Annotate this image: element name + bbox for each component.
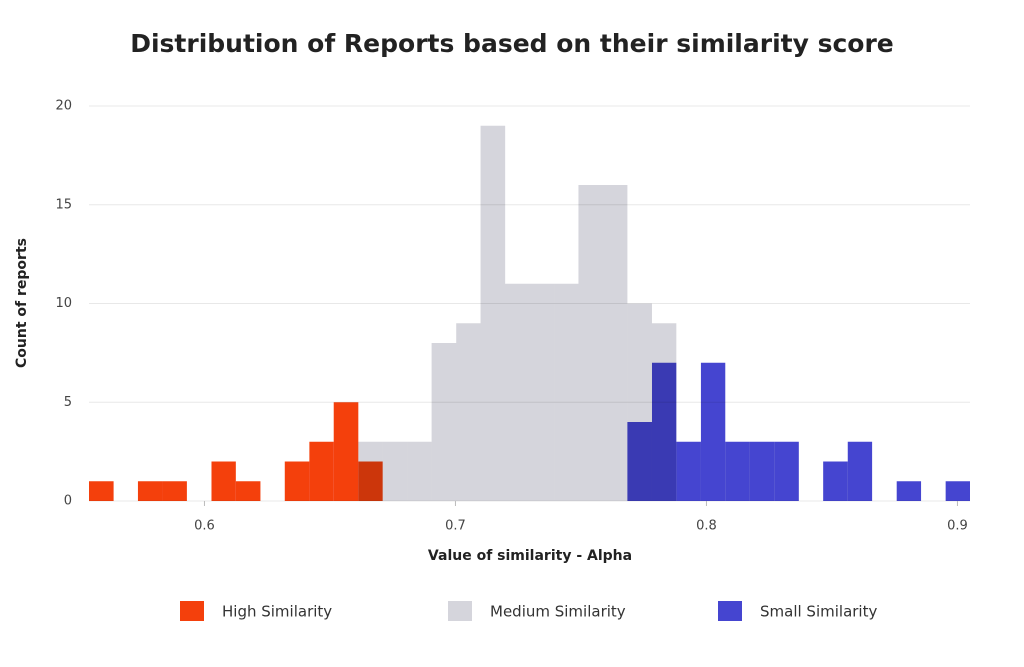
legend-label: Medium Similarity — [490, 603, 626, 621]
x-tick-label: 0.6 — [194, 519, 215, 534]
bar — [407, 441, 432, 501]
bar — [823, 461, 848, 501]
bar — [162, 481, 187, 501]
bar — [603, 185, 628, 501]
legend-swatch — [180, 601, 204, 621]
bar — [211, 461, 236, 501]
y-tick-label: 0 — [64, 494, 72, 509]
y-tick-label: 15 — [55, 197, 72, 212]
bar — [309, 441, 334, 501]
legend-swatch — [718, 601, 742, 621]
y-tick-label: 5 — [64, 395, 72, 410]
bar — [554, 283, 579, 501]
bar — [847, 441, 873, 501]
bar — [431, 343, 457, 501]
x-axis-label: Value of similarity - Alpha — [428, 548, 632, 564]
legend-label: Small Similarity — [760, 603, 877, 621]
chart-title: Distribution of Reports based on their s… — [130, 29, 894, 58]
bar — [627, 422, 652, 501]
bar — [700, 362, 726, 501]
bar — [284, 461, 310, 501]
x-tick-label: 0.8 — [696, 519, 717, 534]
bar — [945, 481, 970, 501]
bar — [774, 441, 799, 501]
legend-swatch — [448, 601, 472, 621]
bar — [676, 441, 701, 501]
bar — [89, 481, 114, 501]
bar — [480, 125, 506, 501]
bar — [235, 481, 261, 501]
bar — [137, 481, 163, 501]
bar — [749, 441, 775, 501]
bar — [578, 185, 604, 501]
legend-label: High Similarity — [222, 603, 332, 621]
bar — [651, 362, 677, 501]
y-tick-label: 10 — [55, 296, 72, 311]
bar — [333, 402, 359, 501]
y-tick-label: 20 — [55, 99, 72, 114]
x-tick-label: 0.9 — [947, 519, 968, 534]
y-axis-label: Count of reports — [14, 238, 30, 368]
bar — [358, 461, 383, 501]
bar — [382, 441, 408, 501]
bar — [456, 323, 481, 501]
bar — [896, 481, 922, 501]
bar — [505, 283, 530, 501]
x-tick-label: 0.7 — [445, 519, 466, 534]
bar — [725, 441, 750, 501]
bar — [529, 283, 555, 501]
